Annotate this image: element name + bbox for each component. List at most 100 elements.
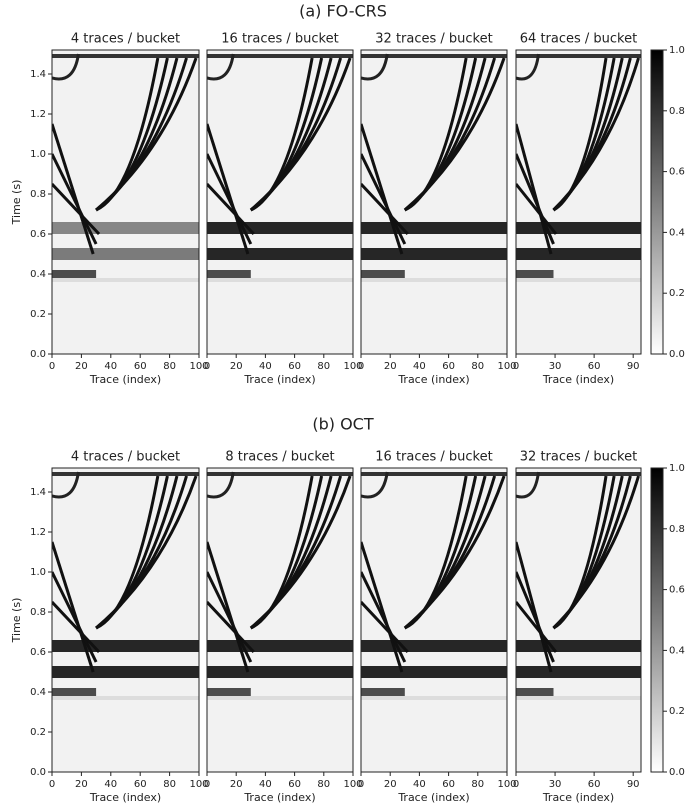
band xyxy=(52,222,199,234)
panel-frame xyxy=(360,49,508,355)
x-tick-label: 60 xyxy=(288,361,301,372)
y-tick-label: 0.0 xyxy=(30,767,46,778)
band xyxy=(361,640,507,652)
band xyxy=(207,248,353,260)
band xyxy=(516,472,641,476)
colorbar-tick-label: 0.4 xyxy=(669,645,685,656)
band xyxy=(52,278,199,282)
panel-title: 16 traces / bucket xyxy=(375,450,492,465)
x-tick-label: 60 xyxy=(588,779,601,790)
stroke xyxy=(207,600,255,654)
band xyxy=(516,54,641,58)
x-tick-label: 20 xyxy=(75,779,88,790)
band xyxy=(52,688,97,696)
x-tick-label: 80 xyxy=(471,361,484,372)
panel-title: 4 traces / bucket xyxy=(71,450,180,465)
x-tick-label: 60 xyxy=(288,779,301,790)
stroke xyxy=(207,182,255,236)
stroke xyxy=(52,571,98,663)
y-tick-label: 0.6 xyxy=(30,647,46,658)
x-tick-label: 20 xyxy=(230,361,243,372)
x-axis-label: Trace (index) xyxy=(89,373,161,386)
stroke xyxy=(207,471,235,499)
stroke xyxy=(552,57,640,212)
band xyxy=(52,472,199,476)
band xyxy=(361,278,507,282)
colorbar xyxy=(650,467,664,773)
y-tick-label: 0.8 xyxy=(30,607,46,618)
panel-title: 32 traces / bucket xyxy=(375,32,492,47)
colorbar-tick-label: 0.0 xyxy=(669,349,685,360)
band xyxy=(207,696,353,700)
band xyxy=(207,222,353,234)
seismic-image xyxy=(516,50,641,354)
panel-frame xyxy=(515,467,642,773)
x-axis-label: Trace (index) xyxy=(243,791,315,804)
band xyxy=(52,54,199,58)
x-tick-label: 20 xyxy=(384,779,397,790)
x-tick-label: 0 xyxy=(513,779,519,790)
band xyxy=(361,54,507,58)
x-tick-label: 30 xyxy=(549,779,562,790)
colorbar-tick-label: 0.6 xyxy=(669,585,685,596)
band xyxy=(207,270,251,278)
x-axis-label: Trace (index) xyxy=(397,791,469,804)
y-tick-label: 0.0 xyxy=(30,349,46,360)
band xyxy=(52,666,199,678)
panel-frame xyxy=(360,467,508,773)
stroke xyxy=(207,123,250,255)
stroke xyxy=(516,541,553,673)
x-tick-label: 40 xyxy=(413,779,426,790)
band xyxy=(52,270,97,278)
y-tick-label: 1.0 xyxy=(30,567,46,578)
x-tick-label: 100 xyxy=(189,779,208,790)
x-tick-label: 80 xyxy=(163,361,176,372)
colorbar-tick-label: 0.2 xyxy=(669,706,685,717)
x-axis-label: Trace (index) xyxy=(243,373,315,386)
x-tick-label: 60 xyxy=(442,779,455,790)
x-tick-label: 20 xyxy=(384,361,397,372)
band xyxy=(516,222,641,234)
colorbar-tick-label: 1.0 xyxy=(669,463,685,474)
band xyxy=(207,640,353,652)
band xyxy=(361,666,507,678)
colorbar-tick-label: 0.4 xyxy=(669,227,685,238)
stroke xyxy=(361,600,409,654)
band xyxy=(52,696,199,700)
y-tick-label: 0.4 xyxy=(30,687,46,698)
colorbar-tick-label: 0.8 xyxy=(669,524,685,535)
y-tick-label: 1.4 xyxy=(30,69,46,80)
band xyxy=(207,688,251,696)
panel-frame xyxy=(51,49,200,355)
stroke xyxy=(95,475,198,630)
x-tick-label: 60 xyxy=(134,361,147,372)
stroke xyxy=(207,541,250,673)
x-tick-label: 100 xyxy=(497,361,516,372)
x-tick-label: 80 xyxy=(471,779,484,790)
x-tick-label: 60 xyxy=(442,361,455,372)
colorbar xyxy=(650,49,664,355)
stroke xyxy=(403,475,506,630)
stroke xyxy=(207,571,253,663)
x-tick-label: 0 xyxy=(49,361,55,372)
x-tick-label: 40 xyxy=(104,361,117,372)
band xyxy=(361,696,507,700)
seismic-image xyxy=(361,468,507,772)
panel-frame xyxy=(515,49,642,355)
y-axis-label: Time (s) xyxy=(10,180,23,226)
x-tick-label: 100 xyxy=(497,779,516,790)
seismic-image xyxy=(516,468,641,772)
stroke xyxy=(52,153,98,245)
x-tick-label: 20 xyxy=(75,361,88,372)
band xyxy=(52,640,199,652)
band xyxy=(361,688,405,696)
stroke xyxy=(52,600,101,654)
x-tick-label: 60 xyxy=(134,779,147,790)
x-tick-label: 90 xyxy=(627,361,640,372)
figure-title: (a) FO-CRS xyxy=(299,2,387,21)
stroke xyxy=(249,57,352,212)
seismic-image xyxy=(361,50,507,354)
y-tick-label: 0.6 xyxy=(30,229,46,240)
panel-frame xyxy=(206,49,354,355)
band xyxy=(52,248,199,260)
